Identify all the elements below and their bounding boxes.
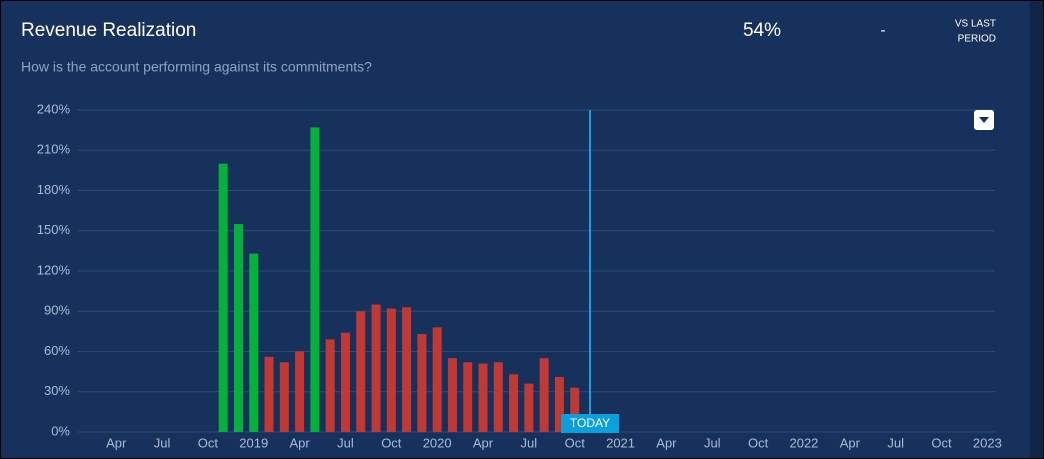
x-tick-label: Apr (473, 435, 494, 450)
comparison-label: PERIOD (958, 34, 996, 45)
bar (554, 376, 564, 432)
x-tick-label: Jul (154, 435, 171, 450)
y-tick-label: 90% (44, 303, 70, 318)
x-tick-label: Oct (381, 435, 402, 450)
y-tick-label: 180% (37, 182, 71, 197)
bar (295, 351, 305, 432)
y-tick-label: 60% (44, 343, 70, 358)
today-badge (561, 414, 619, 433)
bar (249, 253, 259, 432)
x-tick-label: Jul (887, 435, 904, 450)
x-tick-label: Oct (748, 435, 769, 450)
bar (478, 363, 488, 432)
kpi-value: 54% (743, 20, 781, 41)
bar (417, 334, 427, 432)
x-tick-label: 2023 (973, 435, 1002, 450)
bar (310, 127, 320, 433)
y-tick-label: 240% (37, 101, 71, 116)
bar (371, 304, 381, 432)
x-tick-label: Apr (656, 435, 677, 450)
y-tick-label: 150% (37, 222, 71, 237)
bar (447, 358, 457, 432)
x-tick-label: 2021 (606, 435, 635, 450)
today-label: TODAY (570, 416, 610, 430)
x-tick-label: Oct (565, 435, 586, 450)
x-tick-label: Oct (198, 435, 219, 450)
bar (356, 311, 366, 432)
x-tick-label: Apr (289, 435, 310, 450)
bar (325, 339, 335, 432)
bar (493, 362, 503, 432)
menu-button-icon[interactable] (979, 117, 989, 123)
bar (432, 327, 442, 432)
bar (340, 332, 350, 432)
bar (402, 307, 412, 432)
x-tick-label: Oct (931, 435, 952, 450)
x-tick-label: Jul (704, 435, 721, 450)
bar (570, 387, 580, 432)
plot: 0% 30% 60% 90% 120% 150% 180% 210% 240% Apr Jul Oct… (37, 101, 1002, 450)
x-tick-label: 2020 (423, 435, 452, 450)
x-tick-label: 2019 (239, 435, 268, 450)
y-tick-label: 0% (51, 423, 70, 438)
bar (279, 362, 289, 432)
y-tick-label: 30% (44, 383, 70, 398)
scrollbar (1030, 1, 1043, 458)
menu-button[interactable] (974, 110, 994, 130)
y-tick-label: 120% (37, 262, 71, 277)
bar (264, 356, 274, 432)
kpi-change: - (881, 22, 886, 39)
bar (233, 224, 243, 432)
x-tick-label: Jul (521, 435, 538, 450)
x-tick-label: Apr (840, 435, 861, 450)
bar (463, 362, 473, 432)
bar (386, 308, 396, 432)
bar (509, 374, 519, 432)
x-tick-label: Jul (337, 435, 354, 450)
x-tick-label: 2022 (789, 435, 818, 450)
bar (524, 383, 534, 432)
y-tick-label: 210% (37, 142, 71, 157)
bar (539, 358, 549, 432)
bar (218, 163, 228, 432)
comparison-label: VS LAST (955, 19, 996, 30)
x-tick-label: Apr (106, 435, 127, 450)
card-subtitle: How is the account performing against it… (21, 59, 372, 75)
card-title: Revenue Realization (21, 20, 196, 41)
